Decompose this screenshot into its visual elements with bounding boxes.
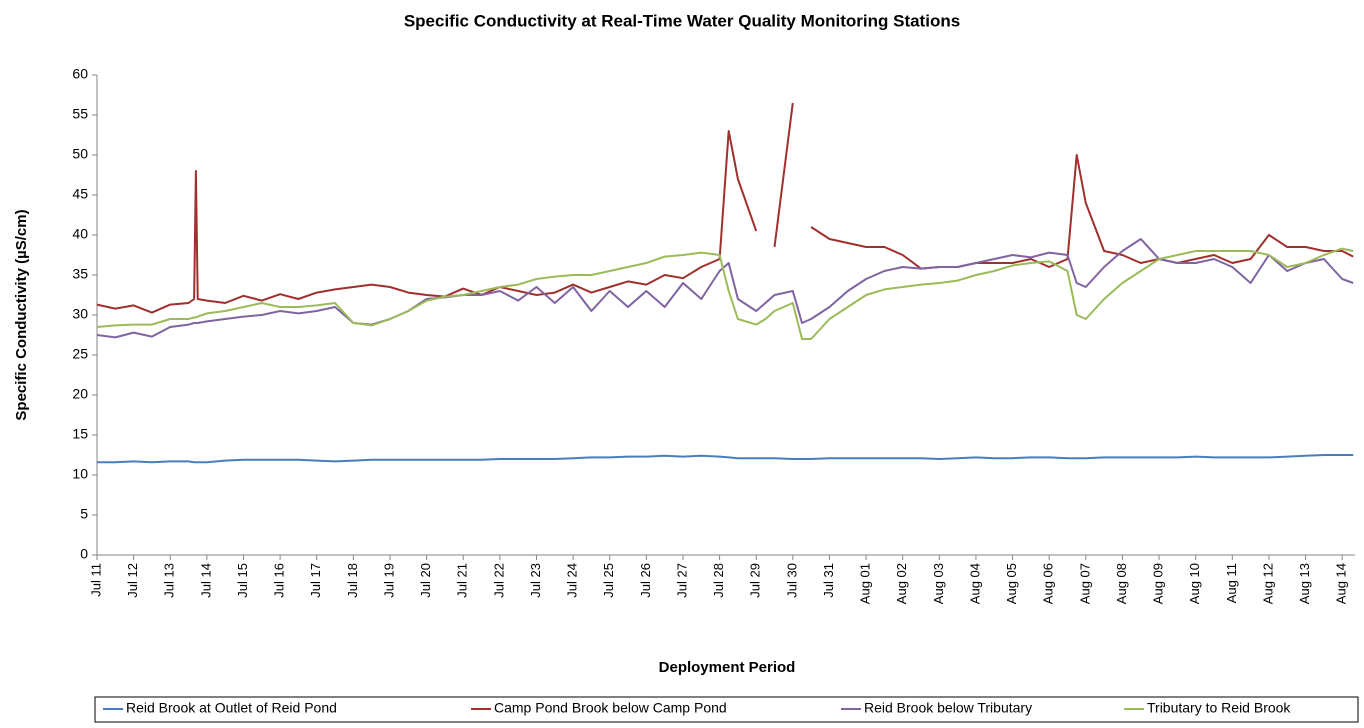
- x-tick-label: Jul 27: [674, 563, 689, 598]
- x-tick-label: Jul 13: [162, 563, 177, 598]
- y-tick-label: 20: [72, 386, 88, 402]
- chart-title: Specific Conductivity at Real-Time Water…: [404, 11, 960, 30]
- x-tick-label: Aug 06: [1041, 563, 1056, 604]
- x-tick-label: Aug 12: [1260, 563, 1275, 604]
- x-tick-label: Jul 15: [235, 563, 250, 598]
- x-tick-label: Jul 17: [308, 563, 323, 598]
- series-line: [97, 454, 1354, 464]
- x-tick-label: Aug 13: [1297, 563, 1312, 604]
- x-tick-label: Jul 22: [491, 563, 506, 598]
- y-axis-title: Specific Conductivity (µS/cm): [13, 209, 30, 420]
- x-tick-label: Jul 23: [528, 563, 543, 598]
- x-tick-label: Jul 11: [88, 563, 103, 597]
- x-tick-label: Jul 18: [345, 563, 360, 598]
- x-tick-label: Aug 08: [1114, 563, 1129, 604]
- y-tick-label: 30: [72, 306, 88, 322]
- x-tick-label: Aug 01: [858, 563, 873, 604]
- x-axis-title: Deployment Period: [659, 659, 796, 676]
- y-tick-label: 0: [80, 546, 88, 562]
- y-tick-label: 35: [72, 266, 88, 282]
- legend-label: Reid Brook at Outlet of Reid Pond: [126, 700, 337, 716]
- legend-label: Tributary to Reid Brook: [1147, 700, 1291, 716]
- x-tick-label: Jul 24: [565, 563, 580, 598]
- y-tick-label: 5: [80, 506, 88, 522]
- y-tick-label: 50: [72, 146, 88, 162]
- x-tick-label: Jul 26: [638, 563, 653, 598]
- legend-box: [94, 696, 1359, 723]
- x-tick-label: Jul 29: [748, 563, 763, 598]
- x-tick-label: Jul 28: [711, 563, 726, 598]
- x-tick-label: Aug 14: [1334, 563, 1349, 604]
- x-tick-label: Jul 21: [455, 563, 470, 598]
- x-tick-label: Aug 10: [1187, 563, 1202, 604]
- x-tick-label: Aug 02: [894, 563, 909, 604]
- series-line: [96, 247, 1354, 340]
- x-tick-label: Jul 12: [125, 563, 140, 598]
- x-tick-label: Aug 11: [1224, 563, 1239, 603]
- y-tick-label: 40: [72, 226, 88, 242]
- x-tick-label: Aug 03: [931, 563, 946, 604]
- x-tick-label: Aug 05: [1004, 563, 1019, 604]
- series-line: [96, 238, 1354, 339]
- y-tick-label: 10: [72, 466, 88, 482]
- y-tick-label: 45: [72, 186, 88, 202]
- x-tick-label: Jul 20: [418, 563, 433, 598]
- x-tick-label: Jul 31: [821, 563, 836, 598]
- x-tick-label: Jul 30: [784, 563, 799, 598]
- y-tick-label: 15: [72, 426, 88, 442]
- y-tick-label: 55: [72, 106, 88, 122]
- series-line: [96, 102, 1354, 314]
- y-tick-label: 25: [72, 346, 88, 362]
- x-tick-label: Jul 14: [198, 563, 213, 598]
- x-tick-label: Aug 07: [1077, 563, 1092, 604]
- x-tick-label: Jul 25: [601, 563, 616, 598]
- x-tick-label: Aug 09: [1151, 563, 1166, 604]
- x-tick-label: Aug 04: [967, 563, 982, 604]
- legend-label: Camp Pond Brook below Camp Pond: [494, 700, 727, 716]
- x-tick-label: Jul 16: [272, 563, 287, 598]
- legend-label: Reid Brook below Tributary: [864, 700, 1032, 716]
- x-tick-label: Jul 19: [381, 563, 396, 598]
- y-tick-label: 60: [72, 66, 88, 82]
